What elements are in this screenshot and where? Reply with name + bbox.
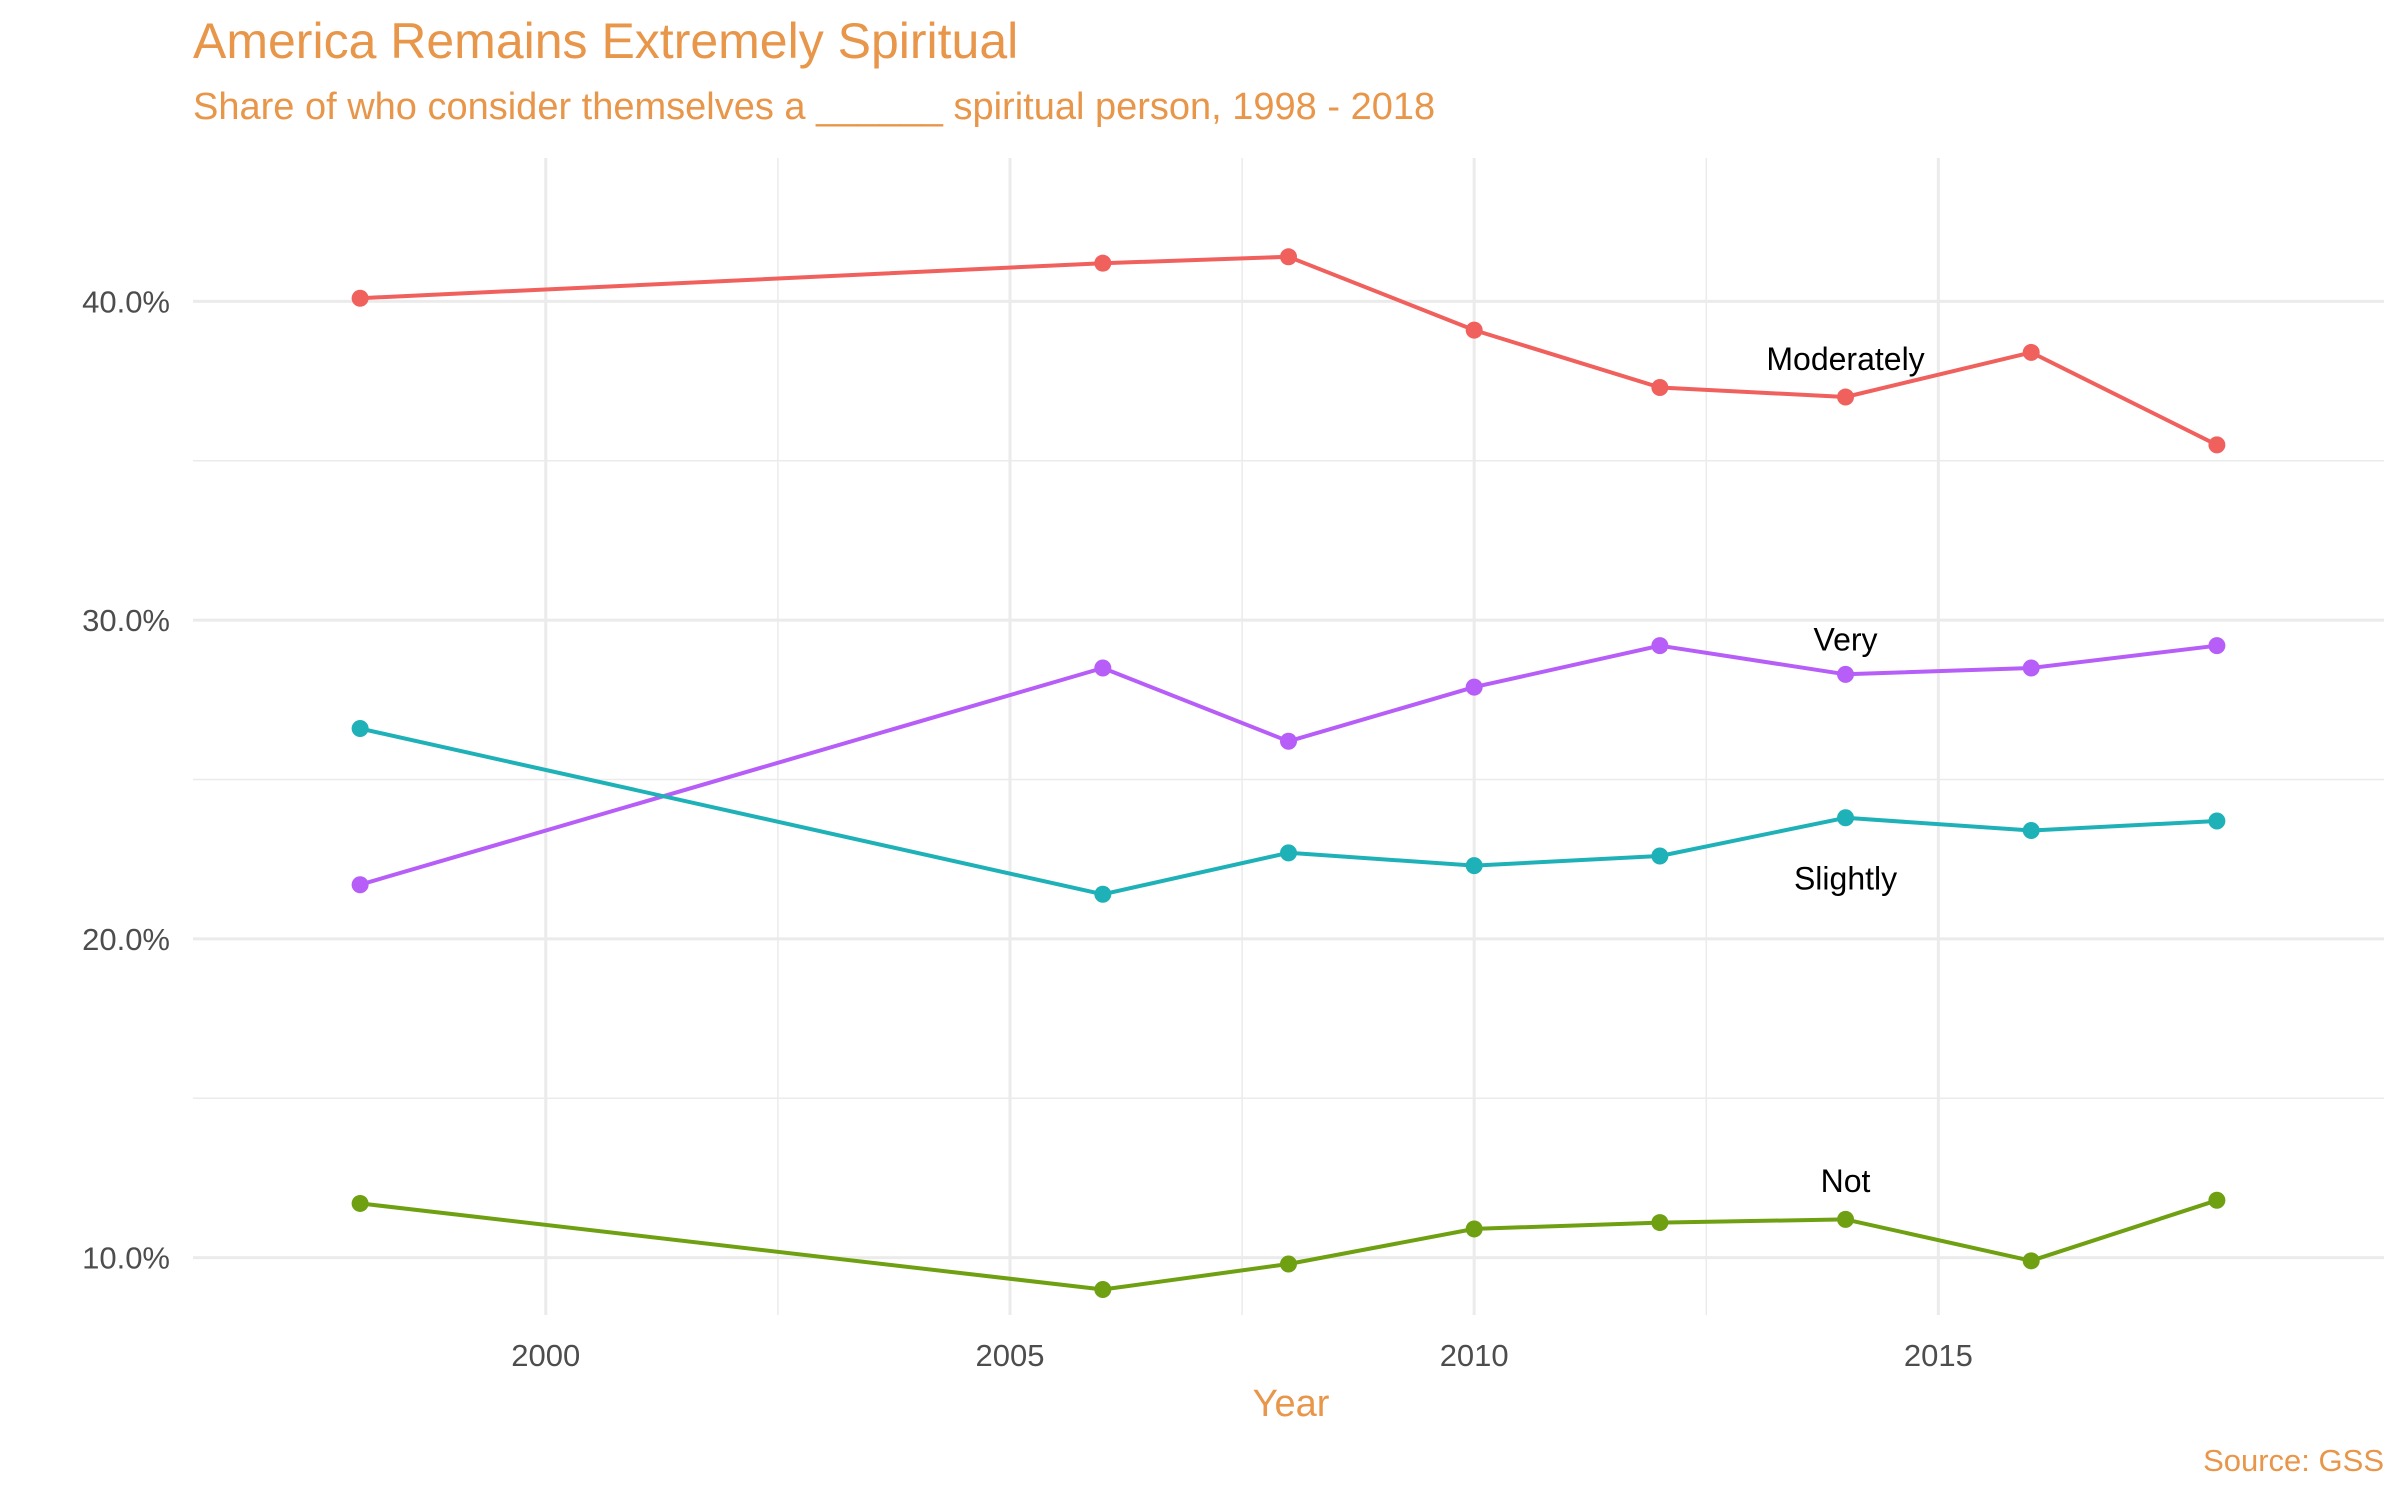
data-point-not bbox=[2022, 1252, 2040, 1270]
y-axis-tick-labels: 10.0% 20.0% 30.0% 40.0% bbox=[82, 284, 170, 1275]
series-label-not: Not bbox=[1821, 1163, 1871, 1199]
data-point-moderately bbox=[2022, 343, 2040, 361]
chart-subtitle: Share of who consider themselves a _____… bbox=[193, 86, 1436, 128]
data-point-slightly bbox=[1094, 885, 1112, 903]
series-label-slightly: Slightly bbox=[1794, 860, 1897, 896]
data-point-not bbox=[1465, 1220, 1483, 1238]
data-point-slightly bbox=[1837, 809, 1855, 827]
series-line-moderately bbox=[358, 254, 2219, 447]
y-tick-label: 40.0% bbox=[82, 284, 170, 319]
data-point-not bbox=[2208, 1191, 2226, 1209]
data-point-slightly bbox=[1651, 847, 1669, 865]
series-line-slightly bbox=[358, 726, 2219, 897]
data-point-slightly bbox=[1465, 857, 1483, 875]
series-lines bbox=[351, 248, 2226, 1299]
data-point-not bbox=[1094, 1281, 1112, 1299]
x-axis-tick-labels: 2000 2005 2010 2015 bbox=[511, 1338, 1973, 1373]
data-point-very bbox=[351, 876, 369, 894]
series-line-not bbox=[358, 1198, 2219, 1292]
y-tick-label: 30.0% bbox=[82, 603, 170, 638]
data-point-moderately bbox=[1837, 388, 1855, 406]
series-label-very: Very bbox=[1814, 621, 1878, 657]
data-point-slightly bbox=[2022, 822, 2040, 840]
data-point-not bbox=[1651, 1214, 1669, 1232]
data-point-slightly bbox=[1280, 844, 1297, 862]
data-point-very bbox=[1837, 665, 1855, 683]
data-point-not bbox=[351, 1194, 369, 1212]
x-axis-title: Year bbox=[1253, 1383, 1330, 1425]
data-point-very bbox=[1465, 678, 1483, 696]
data-point-moderately bbox=[1651, 378, 1669, 396]
data-point-very bbox=[2208, 637, 2226, 655]
x-tick-label: 2000 bbox=[511, 1338, 580, 1373]
y-tick-label: 20.0% bbox=[82, 922, 170, 957]
chart-title: America Remains Extremely Spiritual bbox=[193, 13, 1019, 69]
data-point-slightly bbox=[2208, 812, 2226, 830]
data-point-very bbox=[1651, 637, 1669, 655]
series-labels: Moderately Very Slightly Not bbox=[1766, 341, 1924, 1199]
data-point-moderately bbox=[1280, 248, 1297, 266]
series-line-very bbox=[358, 643, 2219, 887]
data-point-moderately bbox=[351, 289, 369, 307]
data-point-moderately bbox=[2208, 436, 2226, 454]
data-point-slightly bbox=[351, 720, 369, 738]
x-tick-label: 2010 bbox=[1440, 1338, 1509, 1373]
data-point-not bbox=[1837, 1210, 1855, 1228]
x-tick-label: 2005 bbox=[975, 1338, 1044, 1373]
data-point-not bbox=[1280, 1255, 1297, 1273]
data-point-very bbox=[1280, 732, 1297, 750]
series-label-moderately: Moderately bbox=[1766, 341, 1924, 377]
source-caption: Source: GSS bbox=[2203, 1443, 2384, 1478]
data-point-moderately bbox=[1094, 254, 1112, 272]
data-point-very bbox=[2022, 659, 2040, 677]
data-point-moderately bbox=[1465, 321, 1483, 339]
x-tick-label: 2015 bbox=[1904, 1338, 1973, 1373]
data-point-very bbox=[1094, 659, 1112, 677]
y-tick-label: 10.0% bbox=[82, 1241, 170, 1276]
